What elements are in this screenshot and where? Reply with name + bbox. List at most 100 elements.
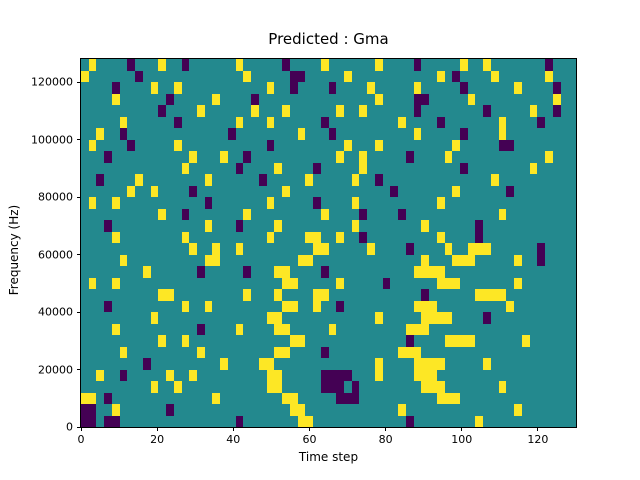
y-tick-mark [77, 426, 81, 428]
heatmap-cell [483, 105, 491, 117]
heatmap-cell [127, 266, 136, 278]
heatmap-cell [166, 381, 174, 393]
heatmap-cell [374, 243, 383, 255]
heatmap-cell [343, 358, 352, 370]
heatmap-cell [81, 162, 89, 174]
heatmap-cell [212, 151, 221, 163]
heatmap-cell [560, 415, 569, 427]
heatmap-cell [266, 358, 275, 370]
heatmap-cell [135, 300, 143, 312]
heatmap-cell [436, 220, 445, 232]
heatmap-cell [282, 59, 290, 71]
heatmap-cell [289, 381, 298, 393]
heatmap-cell [552, 369, 561, 381]
heatmap-cell [328, 220, 337, 232]
heatmap-cell [498, 243, 507, 255]
heatmap-cell [119, 162, 128, 174]
heatmap-cell [212, 231, 221, 243]
heatmap-cell [351, 59, 360, 71]
heatmap-cell [398, 404, 406, 416]
heatmap-cell [506, 266, 515, 278]
heatmap-cell [537, 312, 546, 324]
heatmap-cell [374, 415, 383, 427]
heatmap-cell [359, 208, 368, 220]
heatmap-cell [235, 231, 244, 243]
heatmap-cell [313, 277, 321, 289]
heatmap-cell [104, 231, 112, 243]
heatmap-cell [305, 128, 314, 140]
heatmap-cell [313, 162, 321, 174]
heatmap-cell [351, 174, 360, 186]
heatmap-cell [111, 392, 120, 404]
heatmap-cell [467, 277, 476, 289]
heatmap-cell [251, 208, 259, 220]
heatmap-cell [452, 300, 460, 312]
heatmap-cell [398, 243, 406, 255]
heatmap-cell [297, 323, 306, 335]
heatmap-cell [266, 289, 275, 301]
heatmap-cell [111, 404, 120, 416]
heatmap-cell [413, 369, 422, 381]
heatmap-cell [220, 162, 228, 174]
heatmap-cell [119, 392, 128, 404]
heatmap-cell [266, 82, 275, 94]
heatmap-cell [282, 243, 290, 255]
heatmap-cell [127, 93, 136, 105]
heatmap-cell [119, 231, 128, 243]
heatmap-cell [150, 59, 159, 71]
heatmap-cell [537, 335, 546, 347]
heatmap-cell [189, 231, 198, 243]
heatmap-cell [282, 254, 290, 266]
heatmap-cell [111, 151, 120, 163]
heatmap-cell [135, 139, 143, 151]
heatmap-cell [444, 70, 453, 82]
heatmap-cell [81, 128, 89, 140]
heatmap-cell [142, 231, 151, 243]
heatmap-cell [475, 93, 484, 105]
heatmap-cell [490, 300, 499, 312]
heatmap-cell [88, 82, 97, 94]
heatmap-cell [204, 197, 213, 209]
heatmap-cell [367, 404, 375, 416]
heatmap-cell [483, 151, 491, 163]
heatmap-cell [359, 346, 368, 358]
heatmap-cell [305, 185, 314, 197]
heatmap-cell [220, 243, 228, 255]
heatmap-cell [552, 151, 561, 163]
heatmap-cell [235, 335, 244, 347]
heatmap-cell [258, 174, 267, 186]
heatmap-cell [212, 128, 221, 140]
heatmap-cell [568, 59, 576, 71]
heatmap-cell [490, 185, 499, 197]
heatmap-cell [398, 174, 406, 186]
heatmap-cell [204, 369, 213, 381]
heatmap-cell [119, 93, 128, 105]
heatmap-cell [413, 392, 422, 404]
heatmap-cell [251, 300, 259, 312]
heatmap-cell [436, 208, 445, 220]
heatmap-cell [150, 116, 159, 128]
heatmap-cell [158, 116, 167, 128]
heatmap-cell [390, 151, 399, 163]
heatmap-cell [390, 404, 399, 416]
heatmap-cell [475, 312, 484, 324]
heatmap-cell [104, 381, 112, 393]
heatmap-cell [498, 381, 507, 393]
heatmap-cell [459, 254, 468, 266]
heatmap-cell [359, 266, 368, 278]
heatmap-cell [220, 312, 228, 324]
heatmap-cell [274, 346, 283, 358]
heatmap-cell [421, 404, 430, 416]
heatmap-cell [498, 197, 507, 209]
heatmap-cell [560, 208, 569, 220]
heatmap-cell [266, 151, 275, 163]
heatmap-cell [545, 105, 553, 117]
heatmap-cell [367, 139, 375, 151]
heatmap-cell [421, 277, 430, 289]
heatmap-cell [204, 335, 213, 347]
heatmap-cell [413, 381, 422, 393]
heatmap-cell [158, 369, 167, 381]
heatmap-cell [220, 300, 228, 312]
heatmap-cell [189, 369, 198, 381]
heatmap-cell [88, 323, 97, 335]
